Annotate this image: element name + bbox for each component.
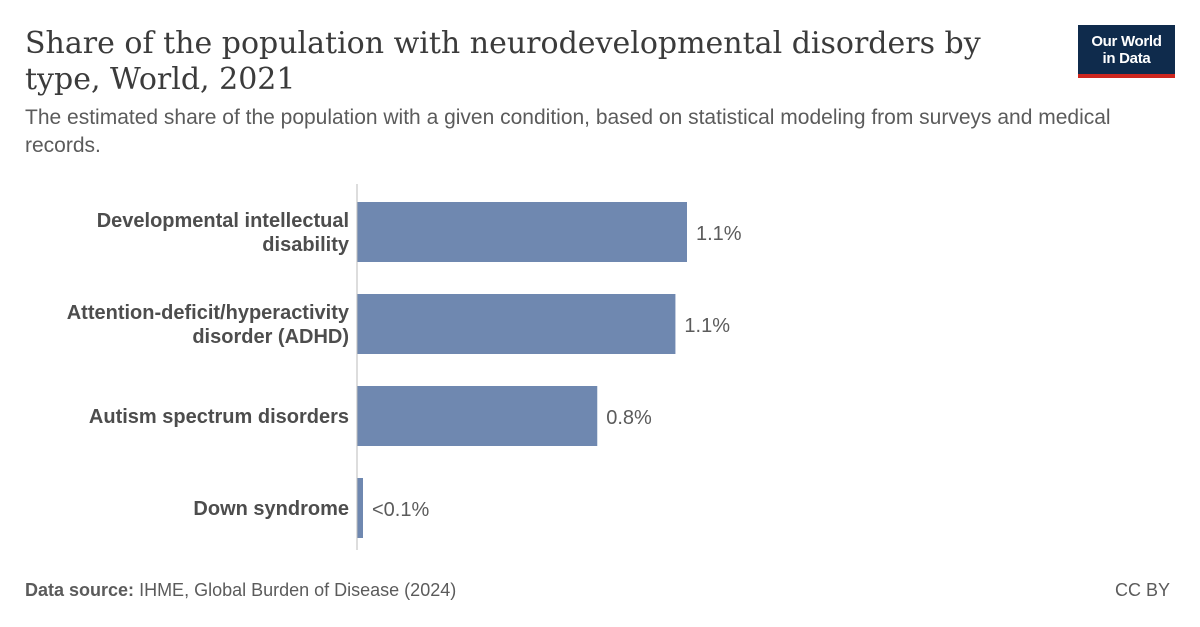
value-label: 1.1%: [684, 315, 730, 337]
value-label: 0.8%: [606, 407, 652, 429]
category-label: disability: [262, 234, 350, 256]
value-label: 1.1%: [696, 223, 742, 245]
category-label: Developmental intellectual: [97, 210, 349, 232]
owid-logo[interactable]: Our World in Data: [1078, 25, 1175, 78]
license[interactable]: CC BY: [1114, 580, 1170, 600]
data-source: Data source: IHME, Global Burden of Dise…: [25, 580, 456, 601]
data-source-text[interactable]: IHME, Global Burden of Disease (2024): [139, 580, 457, 600]
logo-line-1: Our World: [1091, 32, 1162, 50]
category-label: Down syndrome: [193, 498, 349, 520]
category-label: disorder (ADHD): [192, 326, 349, 348]
category-label: Autism spectrum disorders: [89, 406, 349, 428]
chart-subtitle: The estimated share of the population wi…: [25, 106, 1111, 157]
data-source-label: Data source:: [25, 580, 135, 600]
bar[interactable]: [357, 386, 598, 446]
bar[interactable]: [357, 202, 687, 262]
category-label: Attention-deficit/hyperactivity: [67, 302, 350, 324]
bar-chart: 1.1% Developmental intellectualdisability…: [67, 184, 742, 550]
chart-title: Share of the population with neurodevelo…: [25, 26, 981, 97]
bar[interactable]: [357, 294, 676, 354]
bar[interactable]: [357, 478, 363, 538]
value-label: <0.1%: [372, 499, 429, 521]
logo-line-2: in Data: [1102, 49, 1151, 67]
